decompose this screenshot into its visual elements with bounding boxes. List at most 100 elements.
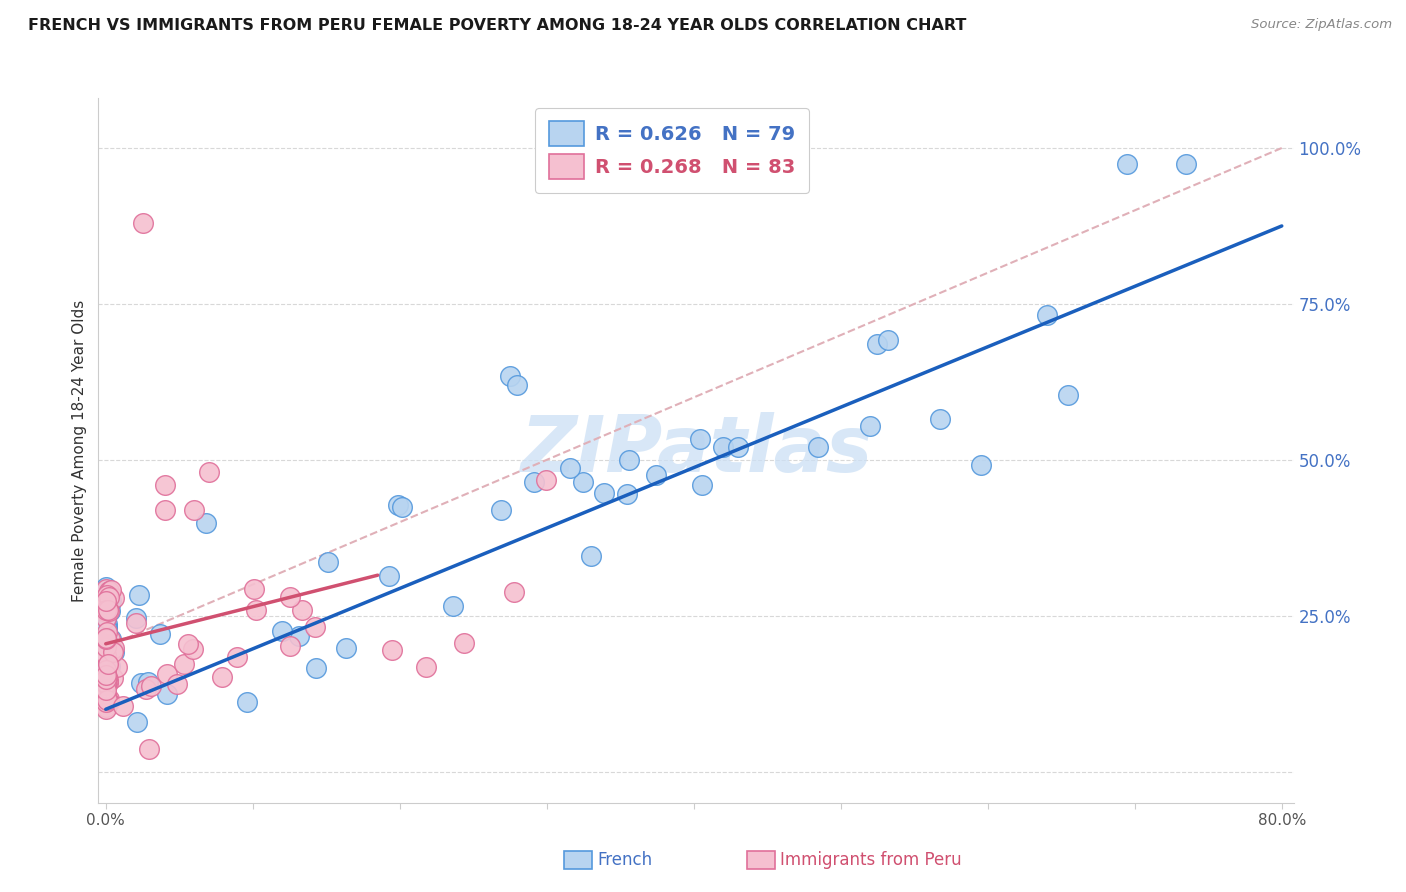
Point <box>96 628 118 642</box>
Point <box>97 603 120 617</box>
Point <box>100 593 122 607</box>
Point <box>183 502 205 516</box>
Point <box>96 676 118 690</box>
Point <box>291 603 314 617</box>
Point <box>98 692 121 706</box>
Point <box>97 656 120 670</box>
Point <box>94 632 117 646</box>
Point <box>94 697 117 711</box>
Point <box>579 549 602 563</box>
FancyBboxPatch shape <box>564 851 592 869</box>
Point <box>98 659 121 673</box>
Text: Immigrants from Peru: Immigrants from Peru <box>780 851 962 869</box>
Point <box>96 588 118 602</box>
Text: French: French <box>598 851 652 869</box>
Point <box>96 672 118 686</box>
Point <box>619 453 641 467</box>
Point <box>103 640 125 655</box>
Point <box>105 659 128 673</box>
Point <box>94 648 117 662</box>
Point <box>97 586 120 600</box>
Point <box>128 588 150 602</box>
Point <box>94 637 117 651</box>
Point <box>1116 156 1139 170</box>
Point <box>135 682 157 697</box>
Point <box>727 441 749 455</box>
Point <box>523 475 546 489</box>
Point <box>97 657 120 671</box>
Point <box>98 604 121 618</box>
Point <box>415 660 437 674</box>
Point <box>94 602 117 616</box>
Point <box>195 516 218 531</box>
Point <box>96 591 118 605</box>
Point <box>441 599 464 613</box>
Point <box>1036 308 1059 322</box>
Point <box>506 378 529 392</box>
Point <box>97 655 120 669</box>
Point <box>391 500 413 514</box>
Point <box>245 603 267 617</box>
Point <box>387 498 409 512</box>
Point <box>97 675 120 690</box>
Text: Source: ZipAtlas.com: Source: ZipAtlas.com <box>1251 18 1392 31</box>
Point <box>536 474 558 488</box>
Point <box>381 642 404 657</box>
Point <box>270 624 292 638</box>
Point <box>166 676 188 690</box>
Point <box>153 477 176 491</box>
Point <box>153 502 176 516</box>
Point <box>97 657 120 672</box>
Point <box>96 693 118 707</box>
Point <box>97 584 120 599</box>
Point <box>96 667 118 681</box>
Point <box>94 590 117 604</box>
Point <box>97 655 120 669</box>
Point <box>125 615 148 630</box>
Point <box>94 697 117 711</box>
Point <box>305 661 328 675</box>
Point <box>131 216 153 230</box>
Point <box>287 629 309 643</box>
Point <box>97 673 120 687</box>
Point <box>94 648 117 663</box>
Point <box>94 700 117 714</box>
Point <box>94 580 117 594</box>
Point <box>96 621 118 635</box>
Point <box>453 636 475 650</box>
Point <box>98 632 121 646</box>
Point <box>94 663 117 677</box>
Point <box>94 597 117 611</box>
Point <box>94 639 117 653</box>
Point <box>96 632 118 647</box>
Point <box>502 585 524 599</box>
Point <box>96 668 118 682</box>
Point <box>101 671 124 685</box>
Point <box>96 652 118 666</box>
Point <box>96 620 118 634</box>
Point <box>138 742 160 756</box>
Point <box>96 630 118 644</box>
Point <box>96 598 118 612</box>
Point <box>111 698 134 713</box>
Y-axis label: Female Poverty Among 18-24 Year Olds: Female Poverty Among 18-24 Year Olds <box>72 300 87 601</box>
Point <box>96 625 118 640</box>
Point <box>97 656 120 670</box>
Point <box>970 458 993 472</box>
Point <box>97 649 120 664</box>
Point <box>100 583 122 598</box>
Point <box>101 645 124 659</box>
Point <box>97 695 120 709</box>
Point <box>97 694 120 708</box>
Point <box>177 637 200 651</box>
Point <box>97 595 120 609</box>
Point <box>94 599 117 614</box>
Text: FRENCH VS IMMIGRANTS FROM PERU FEMALE POVERTY AMONG 18-24 YEAR OLDS CORRELATION : FRENCH VS IMMIGRANTS FROM PERU FEMALE PO… <box>28 18 966 33</box>
Point <box>127 714 149 729</box>
Point <box>94 608 117 623</box>
Point <box>94 702 117 716</box>
Point <box>1175 156 1198 170</box>
Point <box>929 411 952 425</box>
Point <box>94 667 117 681</box>
Point <box>690 477 713 491</box>
